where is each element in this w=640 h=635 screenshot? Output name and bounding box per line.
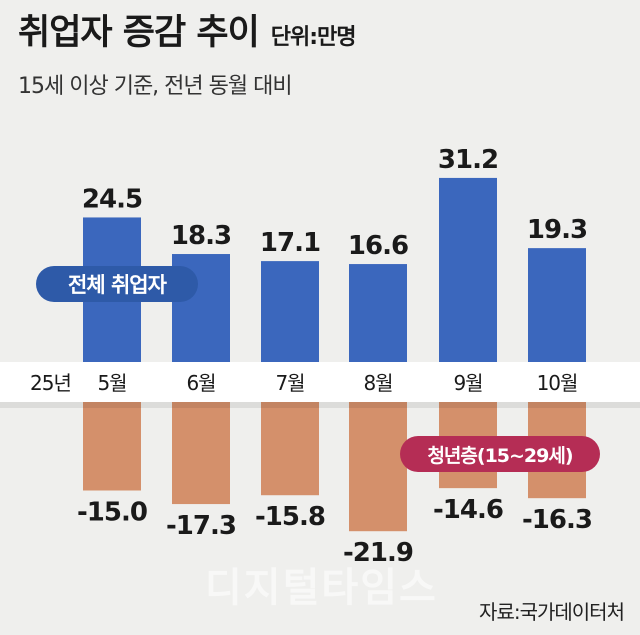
bar-total <box>349 264 407 362</box>
value-label-youth: -14.6 <box>433 495 503 525</box>
value-label-youth: -15.0 <box>77 498 147 528</box>
month-tick-label: 8월 <box>363 371 392 395</box>
axis-band-shadow <box>0 402 640 408</box>
chart-subtitle: 15세 이상 기준, 전년 동월 대비 <box>18 74 293 99</box>
axis-band <box>0 362 640 402</box>
month-tick-label: 6월 <box>186 371 215 395</box>
value-label-youth: -16.3 <box>522 505 592 535</box>
series-label-total-pill <box>36 266 198 302</box>
bar-total <box>261 261 319 362</box>
year-tick-label: 25년 <box>30 371 71 395</box>
month-tick-label: 10월 <box>537 371 578 395</box>
series-label-youth-pill <box>400 436 600 472</box>
series-label-youth: 청년층(15~29세) <box>427 445 572 467</box>
value-label-youth: -17.3 <box>166 511 236 541</box>
series-label-total: 전체 취업자 <box>68 273 168 297</box>
value-label-total: 24.5 <box>82 184 142 214</box>
title-row: 취업자 증감 추이 단위:만명 <box>18 4 357 55</box>
watermark: 디지털타임스 <box>205 565 438 611</box>
value-label-youth: -15.8 <box>255 502 325 532</box>
value-label-total: 17.1 <box>260 228 320 258</box>
bar-total <box>528 248 586 362</box>
value-label-total: 31.2 <box>438 145 498 175</box>
bar-total <box>439 177 497 362</box>
value-label-total: 18.3 <box>171 221 231 251</box>
month-tick-label: 7월 <box>275 371 304 395</box>
bar-youth <box>349 402 407 532</box>
value-label-total: 19.3 <box>527 215 587 245</box>
unit-label: 단위:만명 <box>270 25 357 50</box>
month-tick-label: 5월 <box>97 371 126 395</box>
value-label-total: 16.6 <box>348 231 408 261</box>
bar-youth <box>261 402 319 496</box>
bar-youth <box>172 402 230 505</box>
month-tick-label: 9월 <box>453 371 482 395</box>
chart-title: 취업자 증감 추이 <box>18 13 260 53</box>
value-label-youth: -21.9 <box>343 538 413 568</box>
source-label: 자료:국가데이터처 <box>479 600 625 624</box>
bar-youth <box>83 402 141 491</box>
